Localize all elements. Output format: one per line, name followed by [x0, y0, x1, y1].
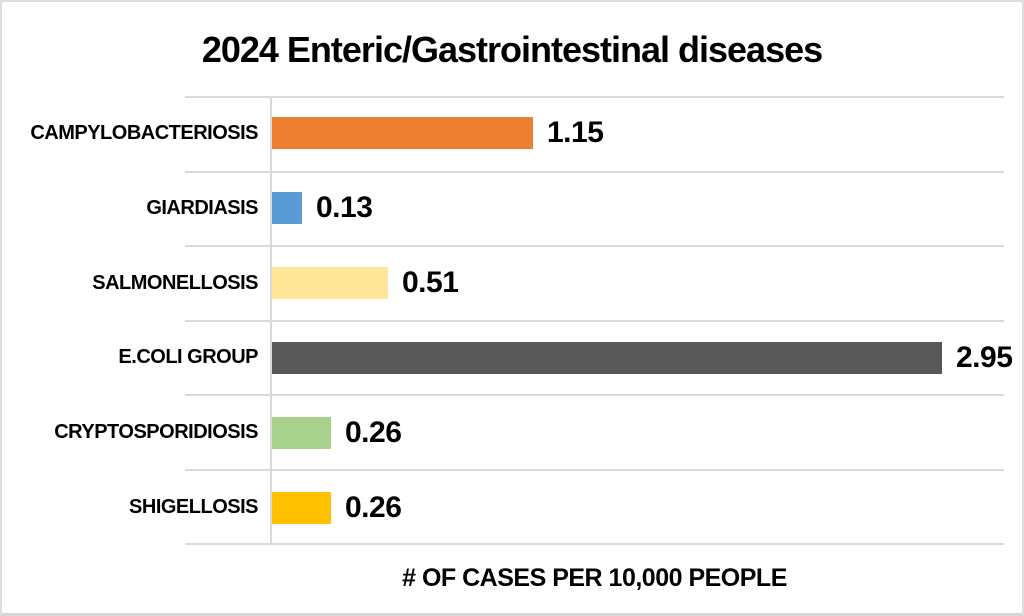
bar	[272, 117, 533, 150]
gridline	[185, 543, 1004, 545]
bar-row: SHIGELLOSIS 0.26	[2, 470, 1004, 545]
value-label: 1.15	[547, 116, 604, 150]
gridline	[185, 320, 1004, 322]
value-label: 2.95	[956, 340, 1013, 374]
gridline	[185, 469, 1004, 471]
value-label: 0.26	[345, 490, 402, 524]
bar-track: 0.13	[272, 171, 1004, 246]
gridline	[185, 245, 1004, 247]
bar	[272, 267, 388, 300]
bar-track: 0.26	[272, 470, 1004, 545]
x-axis-title: # OF CASES PER 10,000 PEOPLE	[402, 564, 787, 592]
value-label: 0.26	[345, 415, 402, 449]
bar-track: 2.95	[272, 320, 1013, 395]
bar-row: E.COLI GROUP 2.95	[2, 320, 1013, 395]
category-label: CRYPTOSPORIDIOSIS	[54, 421, 258, 444]
bar-row: GIARDIASIS 0.13	[2, 171, 1004, 246]
value-label: 0.13	[316, 191, 373, 225]
bar	[272, 491, 331, 524]
category-label: CAMPYLOBACTERIOSIS	[30, 121, 258, 144]
category-label: GIARDIASIS	[146, 196, 258, 219]
gridline	[185, 394, 1004, 396]
bar-track: 0.26	[272, 395, 1004, 470]
gridline	[185, 171, 1004, 173]
value-label: 0.51	[402, 266, 459, 300]
chart-title: 2024 Enteric/Gastrointestinal diseases	[201, 29, 823, 70]
bar-track: 1.15	[272, 96, 1004, 171]
category-axis-line	[270, 96, 272, 545]
bar	[272, 192, 302, 225]
bar	[272, 341, 942, 374]
plot-area: CAMPYLOBACTERIOSIS 1.15 GIARDIASIS 0.13 …	[2, 96, 1013, 545]
gridline	[185, 96, 1004, 98]
category-label: SALMONELLOSIS	[92, 271, 258, 294]
bar-rows: CAMPYLOBACTERIOSIS 1.15 GIARDIASIS 0.13 …	[2, 96, 1013, 545]
bar-row: CAMPYLOBACTERIOSIS 1.15	[2, 96, 1004, 171]
bar	[272, 416, 331, 449]
bar-track: 0.51	[272, 246, 1004, 321]
bar-row: SALMONELLOSIS 0.51	[2, 246, 1004, 321]
bar-row: CRYPTOSPORIDIOSIS 0.26	[2, 395, 1004, 470]
category-label: SHIGELLOSIS	[129, 496, 258, 519]
category-label: E.COLI GROUP	[118, 346, 258, 369]
